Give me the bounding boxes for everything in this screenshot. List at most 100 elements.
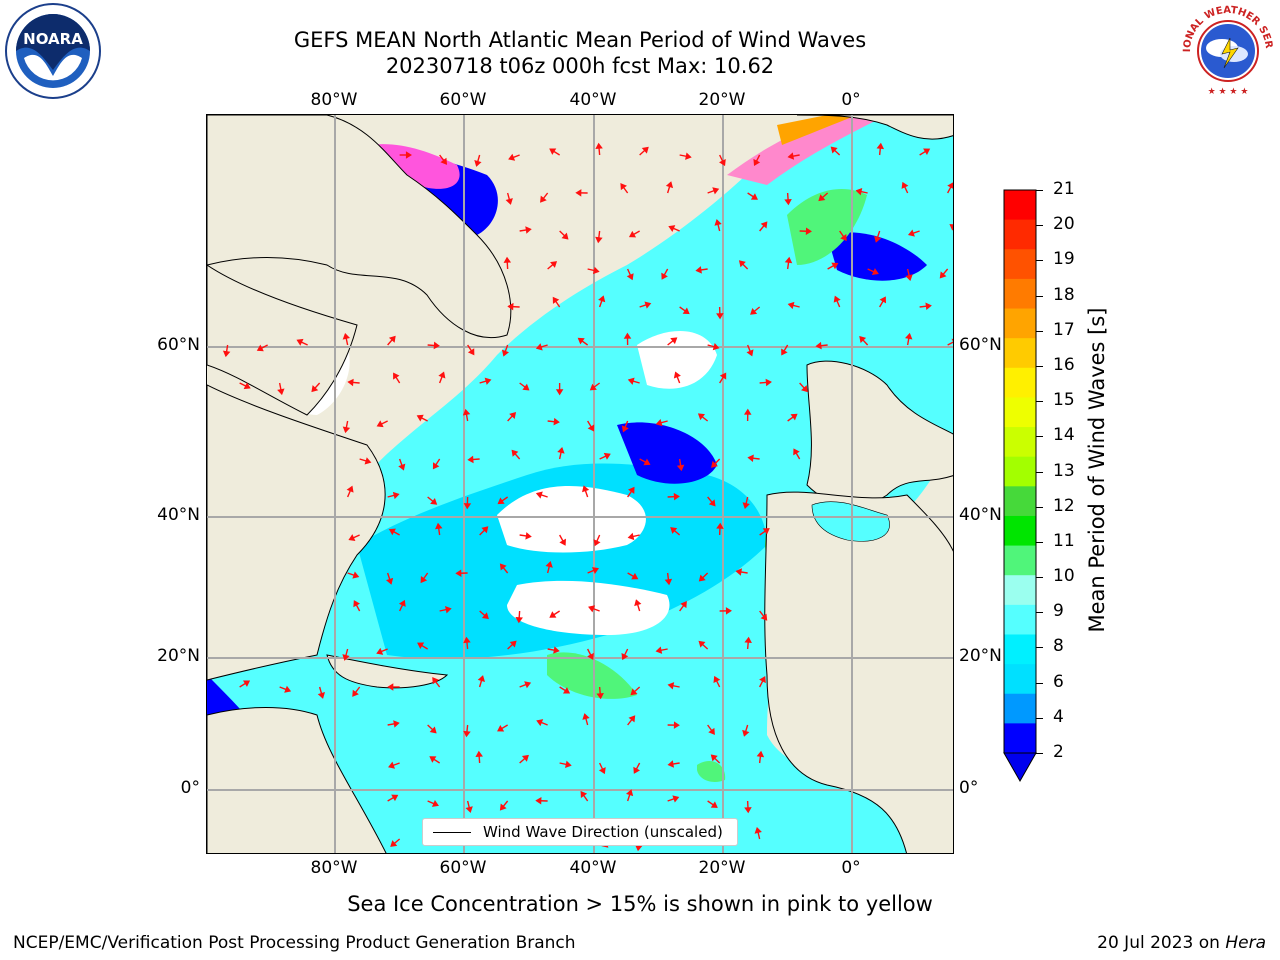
wind-wave-arrow-head: [949, 224, 953, 231]
colorbar-tick-label: 4: [1053, 706, 1064, 727]
wind-wave-arrow-head: [416, 414, 424, 422]
wind-wave-arrow-head: [277, 388, 285, 396]
wind-wave-arrow-head: [750, 193, 758, 200]
lon-tick-bottom-20w: 20°W: [698, 858, 746, 878]
wind-wave-arrow-head: [698, 640, 706, 648]
wind-wave-arrow-head: [665, 181, 674, 189]
wind-wave-arrow-head: [874, 235, 882, 243]
wind-wave-arrow-head: [348, 534, 356, 542]
colorbar-tick-label: 13: [1053, 460, 1075, 481]
colorbar-segment: [1004, 634, 1036, 665]
wind-wave-arrow-head: [905, 274, 913, 282]
wind-wave-arrow-head: [716, 522, 724, 529]
wind-wave-arrow-head: [550, 261, 558, 268]
wind-wave-arrow-head: [595, 236, 603, 244]
sea-ice-caption: Sea Ice Concentration > 15% is shown in …: [347, 892, 933, 916]
wind-wave-arrow-head: [815, 341, 822, 350]
colorbar-tick-mark: [1036, 436, 1043, 438]
wind-wave-arrow-head: [655, 418, 663, 427]
wind-wave-direction-arrow: [947, 341, 953, 346]
colorbar-tick-mark: [1036, 295, 1043, 297]
map-title-line-2: 20230718 t06z 000h fcst Max: 10.62: [385, 54, 775, 78]
wind-wave-arrow-head: [388, 528, 396, 536]
colorbar-segment: [1004, 693, 1036, 724]
wind-wave-arrow-head: [750, 308, 758, 315]
footer-host: Hera: [1225, 933, 1266, 953]
wind-wave-arrow-head: [672, 795, 680, 803]
wind-wave-arrow-head: [831, 262, 839, 270]
wind-wave-arrow-head: [787, 301, 795, 310]
wind-wave-arrow-head: [465, 806, 473, 813]
wind-wave-arrow-head: [535, 797, 542, 805]
wind-wave-arrow-head: [582, 713, 590, 720]
wind-wave-arrow-head: [668, 225, 676, 233]
wind-wave-arrow-head: [592, 266, 600, 275]
wind-wave-arrow-head: [522, 383, 530, 391]
colorbar-tick-mark: [1036, 471, 1043, 473]
colorbar-tick-label: 20: [1053, 214, 1075, 235]
lat-tick-left-0: 0°: [180, 778, 200, 798]
wind-wave-arrow-head: [463, 730, 471, 738]
wind-wave-arrow-head: [685, 152, 692, 160]
wind-wave-arrow-head: [352, 571, 360, 579]
wind-wave-arrow-head: [626, 273, 634, 281]
wind-wave-arrow-head: [673, 721, 680, 729]
wind-wave-arrow-head: [524, 681, 532, 689]
colorbar-tick-mark: [1036, 717, 1043, 719]
wind-wave-arrow-head: [879, 296, 887, 304]
wind-wave-arrow-head: [509, 411, 517, 419]
wind-wave-arrow-head: [818, 194, 826, 202]
wind-wave-arrow-head: [317, 692, 325, 699]
wind-wave-arrow-head: [582, 485, 590, 493]
wind-wave-arrow-head: [719, 372, 727, 380]
wind-wave-arrow-head: [481, 526, 489, 534]
colorbar-tick-mark: [1036, 682, 1043, 684]
wind-wave-arrow-head: [947, 182, 953, 189]
colorbar-tick-mark: [1036, 612, 1043, 614]
colorbar-tick-mark: [1036, 260, 1043, 262]
wind-wave-arrow-head: [435, 522, 443, 530]
wind-wave-arrow-head: [759, 676, 766, 684]
wind-wave-arrow-head: [620, 183, 627, 191]
wind-wave-arrow-head: [871, 268, 879, 276]
wind-wave-arrow-head: [589, 383, 597, 391]
wind-wave-arrow-head: [710, 754, 718, 762]
colorbar-segment: [1004, 278, 1036, 310]
wind-wave-arrow-head: [284, 685, 292, 693]
wind-wave-arrow-head: [575, 189, 582, 197]
wind-wave-arrow-head: [393, 372, 400, 380]
wind-wave-arrow-head: [296, 338, 304, 346]
wind-wave-arrow-head: [553, 646, 560, 654]
wind-wave-arrow-head: [467, 348, 475, 356]
wind-wave-arrow-head: [765, 378, 772, 387]
wind-wave-arrow-head: [591, 567, 599, 575]
wind-wave-arrow-head: [621, 653, 629, 661]
colorbar-tick-label: 2: [1053, 742, 1064, 762]
wind-wave-arrow-head: [420, 576, 428, 584]
colorbar-tick-mark: [1036, 647, 1043, 649]
lat-tick-right-60n: 60°N: [959, 335, 1002, 355]
wind-wave-arrow-head: [430, 498, 438, 505]
wind-wave-arrow-head: [557, 446, 565, 454]
lon-tick-top-40w: 40°W: [569, 90, 617, 110]
wind-wave-arrow-head: [587, 424, 595, 432]
colorbar-segment: [1004, 723, 1036, 754]
colorbar-tick-label: 8: [1053, 636, 1064, 657]
wind-wave-arrow-head: [587, 652, 594, 660]
footer-date: 20 Jul 2023 on Hera: [1097, 933, 1266, 953]
wind-wave-arrow-head: [342, 426, 351, 434]
lon-tick-bottom-80w: 80°W: [310, 858, 358, 878]
wind-wave-arrow-head: [876, 142, 885, 150]
wind-wave-arrow-head: [664, 578, 673, 586]
wind-wave-arrow-head: [598, 767, 606, 775]
colorbar-segment: [1004, 367, 1036, 398]
wind-wave-arrow-head: [481, 612, 489, 620]
colorbar-segment: [1004, 249, 1036, 280]
wind-wave-arrow-head: [388, 335, 396, 343]
wind-wave-arrow-head: [559, 538, 566, 546]
colorbar-segment: [1004, 515, 1036, 547]
colorbar-scale: [1003, 189, 1037, 783]
colorbar-segment: [1004, 456, 1036, 487]
colorbar-tick-label: 15: [1053, 390, 1075, 411]
lon-tick-top-20w: 20°W: [698, 90, 746, 110]
